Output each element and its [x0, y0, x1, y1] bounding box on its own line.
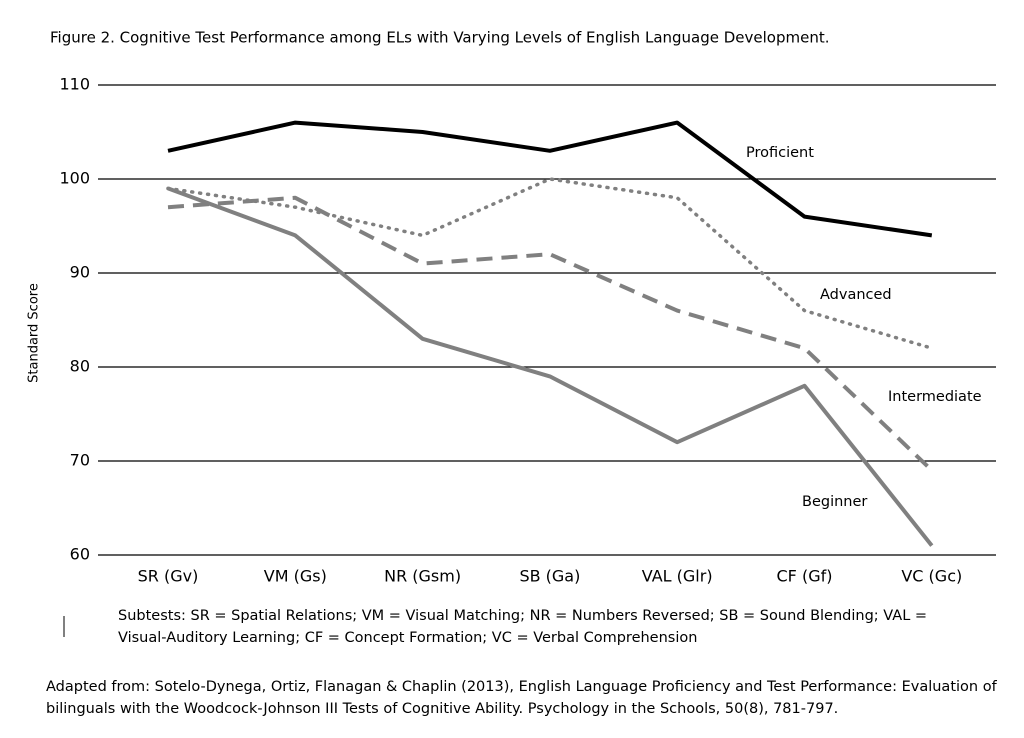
series-line [167, 186, 934, 547]
series-line [166, 177, 934, 350]
x-tick-label: NR (Gsm) [384, 567, 461, 586]
x-tick-label: CF (Gf) [777, 567, 833, 586]
y-tick-label: 110 [59, 75, 90, 94]
x-tick-label: VC (Gc) [901, 567, 962, 586]
x-tick-label: VAL (Glr) [642, 567, 713, 586]
series-label: Beginner [802, 494, 867, 510]
series-label: Advanced [820, 287, 892, 303]
source-note: Adapted from: Sotelo-Dynega, Ortiz, Flan… [46, 679, 997, 717]
x-tick-label: SR (Gv) [138, 567, 199, 586]
y-tick-label: 70 [70, 451, 90, 470]
y-tick-label: 90 [70, 263, 90, 282]
series-line [167, 120, 933, 238]
series-label: Proficient [746, 145, 814, 161]
subtests-note: Subtests: SR = Spatial Relations; VM = V… [118, 608, 928, 646]
series-label: Intermediate [888, 389, 982, 405]
y-tick-label: 80 [70, 357, 90, 376]
y-axis-label: Standard Score [27, 283, 42, 383]
chart-title: Figure 2. Cognitive Test Performance amo… [50, 29, 830, 47]
y-tick-label: 60 [70, 545, 90, 564]
series-line [167, 195, 934, 472]
x-tick-label: SB (Ga) [519, 567, 580, 586]
x-tick-label: VM (Gs) [264, 567, 327, 586]
y-tick-label: 100 [59, 169, 90, 188]
